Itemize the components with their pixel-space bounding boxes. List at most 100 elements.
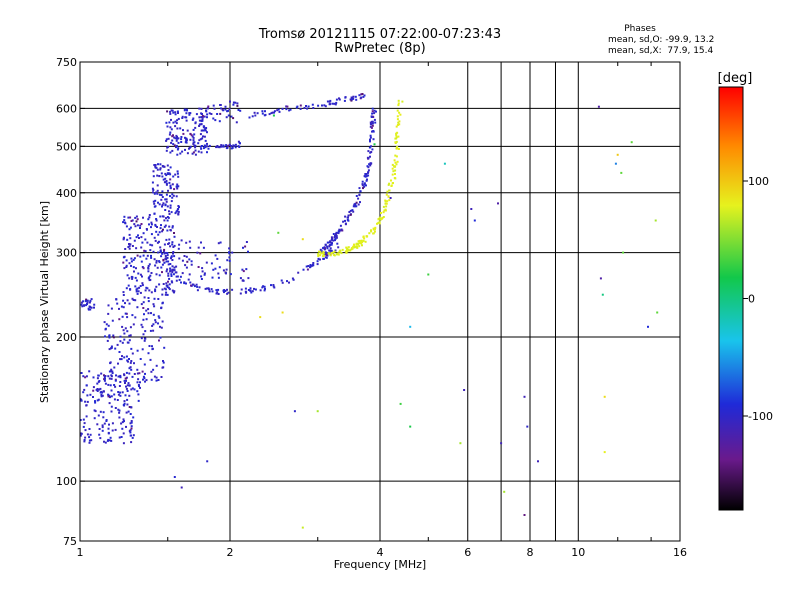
o-trace-point [355,201,358,204]
o-trace-point [158,339,160,342]
o-trace-point [156,192,159,195]
o-trace-point [136,306,139,309]
o-trace-point [222,269,225,272]
o-trace-point [171,109,174,112]
o-trace-point [144,250,147,253]
o-trace-point [200,116,203,119]
o-trace-point [145,379,148,382]
o-trace-point [369,162,372,165]
o-trace-point [306,107,309,110]
o-trace-point [214,267,217,270]
o-trace-point [138,237,140,239]
o-trace-point [148,276,151,279]
o-trace-point [281,107,284,110]
o-trace-point [192,151,195,154]
o-trace-point [148,263,151,266]
x-trace-point [392,182,394,184]
x-trace-point [346,247,348,250]
x-trace-point [396,124,399,126]
o-trace-point [215,146,218,149]
o-trace-point [361,180,364,183]
o-trace-point [135,215,138,218]
o-trace-point [285,105,288,108]
o-trace-point [147,300,150,303]
y-tick-label: 600 [56,102,77,115]
scatter-point [301,526,304,529]
o-trace-point [166,293,169,296]
o-trace-point [201,267,204,270]
o-trace-point [199,138,202,141]
x-trace-point [384,208,387,211]
o-trace-point [150,256,153,259]
o-trace-point [312,262,315,264]
o-trace-point [120,358,123,361]
o-trace-point [165,193,168,196]
o-trace-point [147,270,150,273]
o-trace-point [158,316,161,319]
o-trace-point [99,410,102,413]
o-trace-point [165,138,168,141]
o-trace-point [162,178,165,181]
o-trace-point [130,347,133,350]
o-trace-point [125,385,127,388]
o-trace-point [321,250,324,253]
o-trace-point [176,208,179,211]
o-trace-point [104,335,106,338]
o-trace-point [232,103,235,106]
o-trace-point [184,148,186,151]
o-trace-point [121,355,123,358]
o-trace-point [361,184,364,187]
o-trace-point [154,199,157,202]
o-trace-point [131,436,134,439]
o-trace-point [371,124,374,127]
o-trace-point [371,112,374,115]
o-trace-point [183,282,186,285]
o-trace-point [143,377,146,380]
o-trace-point [161,230,164,233]
o-trace-point [222,289,225,292]
o-trace-point [165,291,168,294]
o-trace-point [100,372,103,375]
x-trace-point [390,179,392,182]
o-trace-point [122,261,125,264]
x-trace-point [329,254,332,257]
o-trace-point [142,232,145,235]
o-trace-point [363,185,366,188]
o-trace-point [147,308,150,311]
o-trace-point [233,144,235,147]
colorbar-tick-label: 100 [748,175,769,188]
o-trace-point [366,178,368,181]
o-trace-point [169,151,172,154]
o-trace-point [166,284,169,287]
o-trace-point [117,408,120,411]
scatter-point [409,425,412,428]
o-trace-point [234,143,237,146]
o-trace-point [169,185,172,188]
o-trace-point [154,224,157,227]
o-trace-point [365,184,367,187]
o-trace-point [88,436,91,439]
o-trace-point [126,238,129,241]
o-trace-point [101,429,104,432]
o-trace-point [332,233,335,235]
o-trace-point [110,395,113,398]
o-trace-point [175,122,178,125]
o-trace-point [335,101,338,104]
o-trace-point [164,198,167,201]
o-trace-point [223,291,225,294]
o-trace-point [90,439,93,442]
o-trace-point [165,182,168,185]
o-trace-point [124,248,127,250]
x-axis-ticks: 1 2 4 6 8 10 16 [77,62,687,559]
x-trace-point [374,228,376,231]
o-trace-point [176,187,179,190]
o-trace-point [85,298,88,301]
o-trace-point [171,269,174,272]
o-trace-point [128,243,130,245]
o-trace-point [146,287,149,290]
o-trace-point [132,434,135,437]
o-trace-point [129,288,132,291]
o-trace-point [149,274,152,277]
o-trace-point [80,419,82,421]
o-trace-point [154,239,157,242]
